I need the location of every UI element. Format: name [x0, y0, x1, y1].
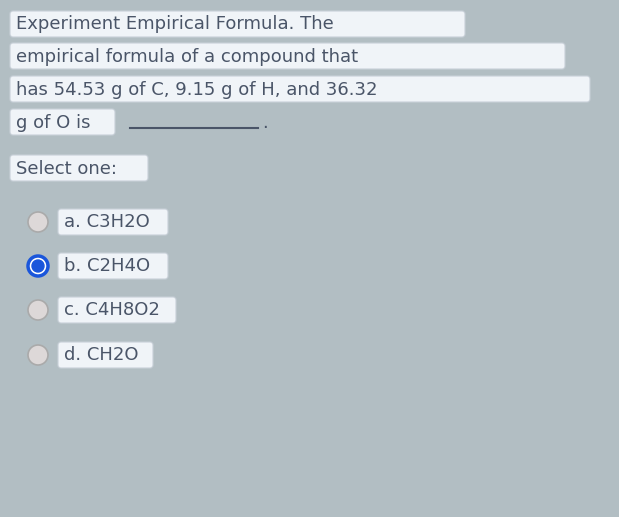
Text: Experiment Empirical Formula. The: Experiment Empirical Formula. The — [16, 15, 334, 33]
FancyBboxPatch shape — [58, 253, 168, 279]
FancyBboxPatch shape — [10, 43, 565, 69]
Circle shape — [32, 260, 44, 272]
Text: b. C2H4O: b. C2H4O — [64, 257, 150, 275]
Text: d. CH2O: d. CH2O — [64, 346, 139, 364]
Text: a. C3H2O: a. C3H2O — [64, 213, 150, 231]
Circle shape — [28, 212, 48, 232]
FancyBboxPatch shape — [10, 109, 115, 135]
Text: .: . — [262, 114, 268, 132]
Circle shape — [28, 300, 48, 320]
FancyBboxPatch shape — [10, 155, 148, 181]
Circle shape — [28, 345, 48, 365]
Text: empirical formula of a compound that: empirical formula of a compound that — [16, 48, 358, 66]
Text: c. C4H8O2: c. C4H8O2 — [64, 301, 160, 319]
Text: g of O is: g of O is — [16, 114, 90, 132]
Circle shape — [28, 256, 48, 276]
FancyBboxPatch shape — [10, 11, 465, 37]
FancyBboxPatch shape — [58, 342, 153, 368]
FancyBboxPatch shape — [58, 209, 168, 235]
FancyBboxPatch shape — [10, 76, 590, 102]
FancyBboxPatch shape — [58, 297, 176, 323]
Text: Select one:: Select one: — [16, 160, 117, 178]
Text: has 54.53 g of C, 9.15 g of H, and 36.32: has 54.53 g of C, 9.15 g of H, and 36.32 — [16, 81, 378, 99]
